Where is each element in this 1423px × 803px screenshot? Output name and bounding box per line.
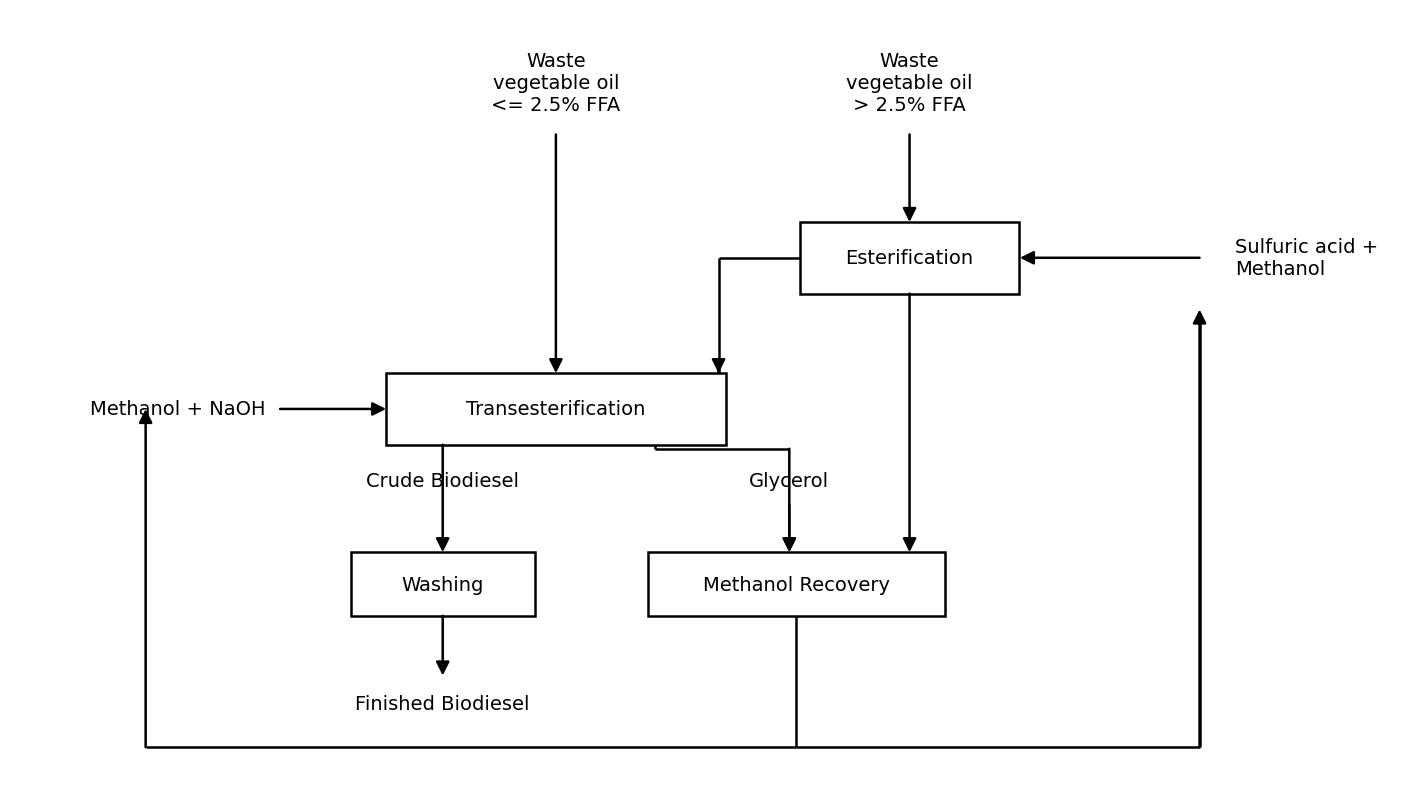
FancyBboxPatch shape [350, 552, 535, 616]
Text: Waste
vegetable oil
<= 2.5% FFA: Waste vegetable oil <= 2.5% FFA [491, 52, 620, 115]
Text: Finished Biodiesel: Finished Biodiesel [356, 694, 529, 713]
Text: Glycerol: Glycerol [750, 471, 830, 491]
Text: Methanol + NaOH: Methanol + NaOH [91, 400, 266, 419]
Text: Crude Biodiesel: Crude Biodiesel [366, 471, 519, 491]
Text: Methanol Recovery: Methanol Recovery [703, 575, 889, 593]
FancyBboxPatch shape [800, 222, 1019, 294]
Text: Sulfuric acid +
Methanol: Sulfuric acid + Methanol [1235, 238, 1379, 279]
Text: Waste
vegetable oil
> 2.5% FFA: Waste vegetable oil > 2.5% FFA [847, 52, 973, 115]
FancyBboxPatch shape [647, 552, 945, 616]
Text: Esterification: Esterification [845, 249, 973, 268]
Text: Washing: Washing [401, 575, 484, 593]
FancyBboxPatch shape [386, 373, 726, 445]
Text: Transesterification: Transesterification [467, 400, 646, 419]
